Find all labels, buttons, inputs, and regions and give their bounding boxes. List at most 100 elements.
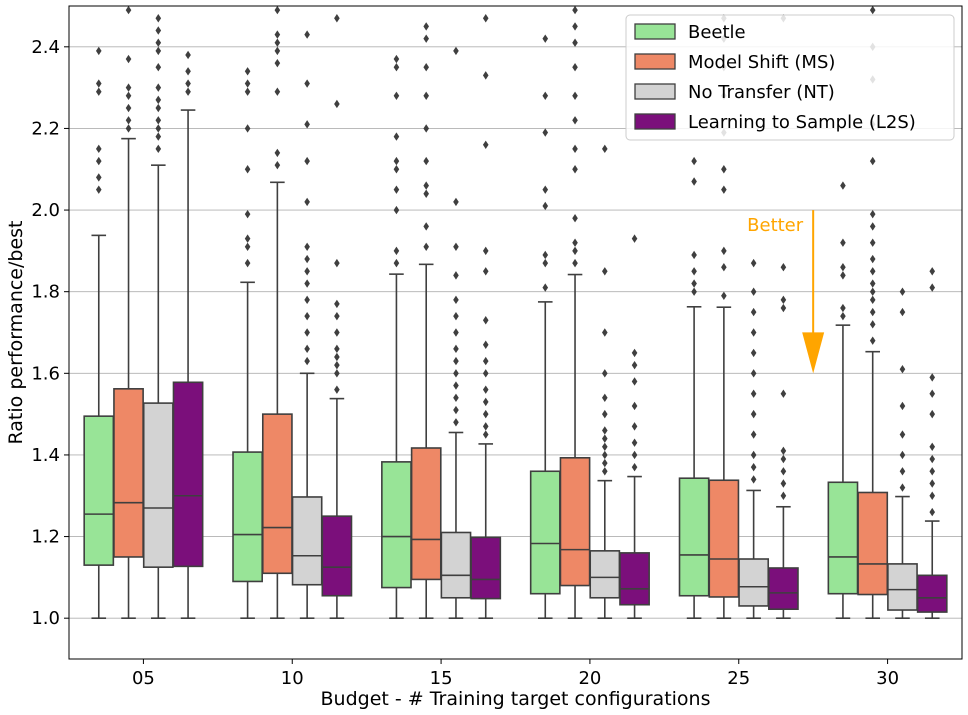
outlier-point [780,467,787,476]
legend-swatch [634,23,676,40]
outlier-point [393,63,400,72]
outlier-point [155,95,162,105]
outlier-point [602,426,608,435]
outlier-point [453,418,459,427]
outlier-point [125,91,132,100]
outlier-point [334,369,340,378]
outlier-point [869,295,876,305]
outlier-point [929,454,936,464]
box-model-shift-ms--05 [113,5,144,619]
outlier-point [482,140,489,149]
outlier-point [840,238,846,247]
legend-swatch [634,83,676,100]
x-tick-label: 10 [281,668,304,689]
outlier-point [869,5,876,15]
outlier-point [602,267,608,276]
outlier-point [780,446,787,456]
x-tick-label: 15 [430,668,453,689]
y-axis-label: Ratio performance/best [5,220,27,444]
outlier-point [334,99,340,109]
box-iqr [738,558,770,607]
outlier-point [274,160,281,170]
outlier-point [572,91,578,100]
outlier-point [750,475,757,484]
box-beetle-10 [232,67,263,619]
outlier-point [155,63,162,72]
outlier-point [750,287,757,296]
x-tick-label: 25 [727,668,750,689]
outlier-point [393,54,400,64]
outlier-point [453,271,459,280]
outlier-point [155,144,162,154]
outlier-point [304,267,310,276]
outlier-point [244,165,251,174]
box-beetle-15 [381,54,412,619]
outlier-point [393,165,400,174]
outlier-point [691,177,697,186]
outlier-point [423,222,429,231]
outlier-point [334,14,340,23]
legend: Beetle Model Shift (MS) No Transfer (NT) Le… [625,14,955,141]
box-model-shift-ms--25 [708,14,740,619]
box-iqr [559,456,591,587]
outlier-point [750,430,757,439]
outlier-point [423,22,429,31]
box-iqr [827,481,859,595]
y-tick-label: 2.2 [31,118,60,139]
outlier-point [304,156,310,166]
outlier-point [155,26,162,35]
better-annotation: Better [747,210,825,374]
outlier-point [304,197,310,207]
outlier-point [899,483,906,492]
x-tick-label: 20 [578,668,601,689]
legend-label: Learning to Sample (L2S) [688,112,916,133]
outlier-point [929,442,936,451]
outlier-point [125,54,132,64]
outlier-point [631,234,638,243]
outlier-point [125,124,132,133]
outlier-point [869,254,876,264]
box-iqr [232,451,263,583]
outlier-point [334,299,340,309]
box-iqr [261,413,293,575]
outlier-point [929,389,936,398]
outlier-point [899,467,906,476]
outlier-point [423,242,429,251]
outlier-point [244,242,251,251]
outlier-point [602,328,608,337]
outlier-point [542,128,549,137]
outlier-point [155,83,162,92]
outlier-point [334,385,340,394]
outlier-point [840,303,846,313]
box-model-shift-ms--10 [261,5,293,619]
outlier-point [572,5,578,15]
outlier-point [840,271,846,280]
outlier-point [572,238,578,247]
box-iqr [291,496,323,586]
outlier-point [542,91,549,100]
outlier-point [453,381,459,390]
outlier-point [482,71,489,80]
outlier-point [869,267,876,276]
box-beetle-25 [678,156,710,619]
outlier-point [750,450,757,460]
y-tick-label: 2.4 [31,37,60,58]
outlier-point [780,491,787,500]
outlier-point [899,450,906,460]
outlier-point [691,156,697,166]
box-no-transfer-nt--20 [589,144,621,619]
outlier-point [542,185,549,194]
box-iqr [708,479,740,598]
outlier-point [869,307,876,317]
outlier-point [125,5,132,15]
outlier-point [542,283,549,292]
outlier-point [602,434,608,443]
outlier-point [572,116,578,125]
outlier-point [602,450,608,460]
outlier-point [453,311,459,321]
outlier-point [572,258,578,268]
outlier-point [542,250,549,260]
outlier-point [95,87,102,96]
outlier-point [244,79,251,88]
outlier-point [125,103,132,113]
